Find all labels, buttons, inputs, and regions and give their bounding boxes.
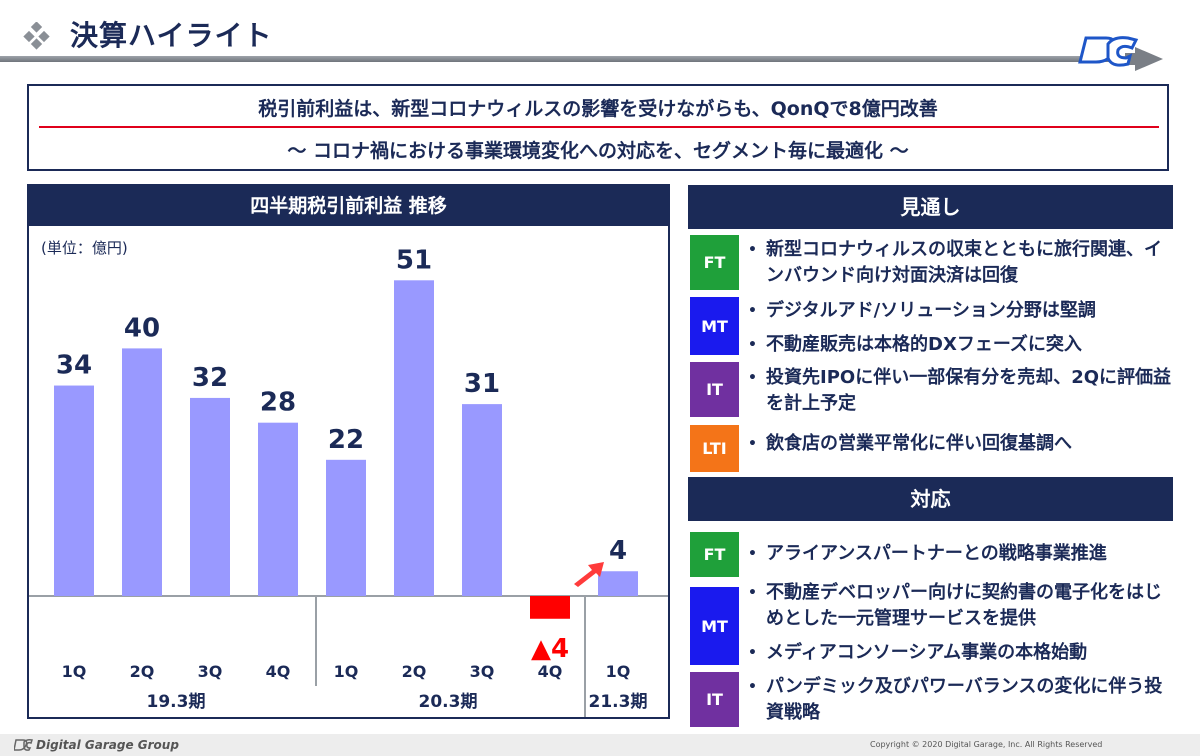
header-rule [0,56,1140,62]
response-bullet: • アライアンスパートナーとの戦略事業推進 [748,541,1173,567]
outlook-bullet: • 飲食店の営業平常化に伴い回復基調へ [748,431,1173,457]
bullet-text: 不動産デベロッパー向けに契約書の電子化をはじめとした一元管理サービスを提供 [766,582,1162,629]
tick-label: 3Q [470,662,495,681]
bar-5 [326,459,366,596]
response-bullet: • パンデミック及びパワーバランスの変化に伴う投資戦略 [748,674,1173,726]
chart-title: 四半期税引前利益 推移 [29,186,668,226]
group-label: 21.3期 [589,692,648,712]
bar-2 [122,348,162,596]
bullet-dot: • [748,370,757,386]
outlook-bullet: • 新型コロナウィルスの収束とともに旅行関連、インバウンド向け対面決済は回復 [748,237,1173,289]
footer-bar [0,734,1200,756]
bullet-text: 不動産販売は本格的DXフェーズに突入 [766,334,1082,355]
bullet-text: メディアコンソーシアム事業の本格始動 [766,642,1088,663]
badge-it: IT [690,672,739,727]
tick-label: 4Q [266,662,291,681]
bullet-text: 新型コロナウィルスの収束とともに旅行関連、インバウンド向け対面決済は回復 [766,239,1162,286]
badge-mt: MT [690,297,739,355]
bullet-text: パンデミック及びパワーバランスの変化に伴う投資戦略 [766,676,1163,723]
data-label: 31 [464,369,500,399]
bullet-dot: • [748,645,757,661]
bar-4 [258,422,298,596]
dg-small-logo-icon [14,739,33,751]
bar-8 [530,596,570,619]
bullet-dot: • [748,679,757,695]
data-label: 28 [260,388,296,418]
outlook-header: 見通し [688,185,1173,229]
bullet-text: 投資先IPOに伴い一部保有分を売却、2Qに評価益を計上予定 [766,367,1172,414]
diamond-cluster-icon [23,22,50,50]
bar-7 [462,404,502,596]
badge-lti: LTI [690,425,739,472]
unit-label: (単位：億円) [41,239,128,257]
bar-1 [54,385,94,596]
data-label: 4 [609,536,627,566]
group-label: 19.3期 [147,692,206,712]
page-title: 決算ハイライト [70,19,273,52]
badge-it: IT [690,362,739,417]
summary-divider [39,126,1159,128]
arrow-right-icon [1125,47,1163,71]
data-label: 22 [328,425,364,455]
data-label: 51 [396,245,432,275]
bar-chart: (単位：億円)341Q402Q323Q284Q221Q512Q313Q▲44Q4… [29,239,668,717]
data-label: ▲4 [531,634,569,664]
badge-ft: FT [690,532,739,577]
response-bullet: • 不動産デベロッパー向けに契約書の電子化をはじめとした一元管理サービスを提供 [748,580,1173,632]
outlook-bullet: • 不動産販売は本格的DXフェーズに突入 [748,332,1173,358]
response-bullet: • メディアコンソーシアム事業の本格始動 [748,640,1173,666]
bullet-text: アライアンスパートナーとの戦略事業推進 [766,543,1107,564]
bullet-text: デジタルアド/ソリューション分野は堅調 [766,300,1096,321]
bullet-dot: • [748,546,757,562]
bullet-dot: • [748,303,757,319]
tick-label: 3Q [198,662,223,681]
tick-label: 1Q [334,662,359,681]
badge-ft: FT [690,235,739,290]
chart-panel: 四半期税引前利益 推移 (単位：億円) 34 1Q 40 2Q 32 3Q 28 4Q 22 1Q 5… [27,184,670,719]
footer-company: Digital Garage Group [36,738,179,752]
data-label: 40 [124,313,160,343]
summary-box: 税引前利益は、新型コロナウィルスの影響を受けながらも、QonQで8億円改善 ～ … [27,84,1169,171]
tick-label: 2Q [402,662,427,681]
data-label: 32 [192,363,228,393]
bar-6 [394,280,434,596]
bullet-dot: • [748,242,757,258]
tick-label: 4Q [538,662,563,681]
dg-logo-icon [1078,36,1139,67]
badge-mt: MT [690,587,739,665]
bullet-dot: • [748,436,757,452]
group-label: 20.3期 [419,692,478,712]
summary-subline: ～ コロナ禍における事業環境変化への対応を、セグメント毎に最適化 ～ [287,140,909,162]
arrow-up-right-icon [574,562,604,587]
tick-label: 1Q [606,662,631,681]
bar-3 [190,397,230,596]
bar-9 [598,571,638,596]
improvement-arrow [574,562,604,587]
summary-headline: 税引前利益は、新型コロナウィルスの影響を受けながらも、QonQで8億円改善 [258,98,938,120]
data-label: 34 [56,351,92,381]
outlook-bullet: • 投資先IPOに伴い一部保有分を売却、2Qに評価益を計上予定 [748,365,1173,417]
tick-label: 1Q [62,662,87,681]
response-header: 対応 [688,477,1173,521]
bullet-dot: • [748,585,757,601]
bullet-dot: • [748,337,757,353]
bullet-text: 飲食店の営業平常化に伴い回復基調へ [766,433,1072,454]
outlook-bullet: • デジタルアド/ソリューション分野は堅調 [748,298,1173,324]
tick-label: 2Q [130,662,155,681]
footer-copyright: Copyright © 2020 Digital Garage, Inc. Al… [870,740,1103,749]
